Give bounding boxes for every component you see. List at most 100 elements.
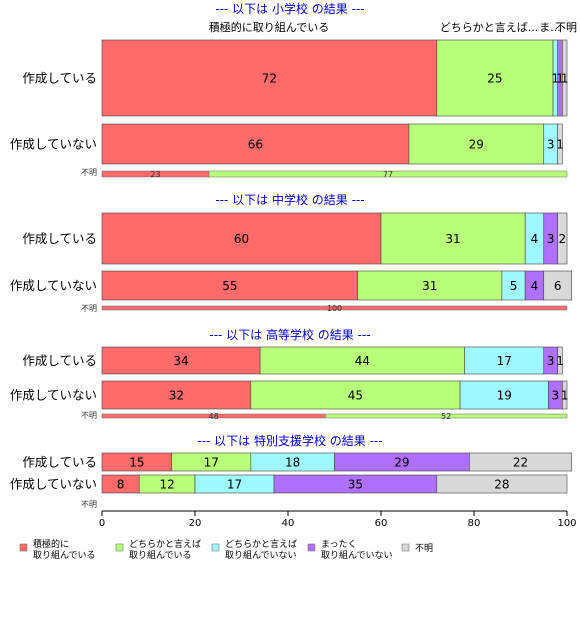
legend-swatch <box>401 543 410 552</box>
data-label: 2 <box>559 232 567 246</box>
data-label: 28 <box>494 478 509 492</box>
data-label: 1 <box>556 138 564 152</box>
data-label: 45 <box>348 389 363 403</box>
bar-segment <box>557 123 563 165</box>
data-label: 3 <box>547 138 555 152</box>
bar-segment <box>101 212 382 265</box>
data-label: 72 <box>262 72 277 86</box>
top-column-label: ま... <box>539 21 561 34</box>
legend-label: どちらかと言えば <box>225 538 297 550</box>
bar-segment <box>380 212 526 265</box>
legend-label: 取り組んでいない <box>225 549 297 561</box>
bar-segment <box>557 212 568 265</box>
category-label: 作成している <box>22 455 97 470</box>
data-label: 1 <box>561 389 569 403</box>
x-tick-label: 40 <box>282 518 295 529</box>
top-column-label: 積極的に取り組んでいる <box>209 20 329 34</box>
category-label: 作成していない <box>10 388 97 403</box>
bar-segment <box>357 270 503 301</box>
bar-segment <box>101 123 410 165</box>
legend-label: 取り組んでいない <box>321 549 393 561</box>
data-label: 4 <box>531 279 539 293</box>
panel-title: --- 以下は 特別支援学校 の結果 --- <box>197 433 382 448</box>
data-label: 1 <box>552 72 560 86</box>
bar-segment <box>436 474 568 494</box>
data-label: 8 <box>117 478 125 492</box>
bar-segment <box>543 270 572 301</box>
unknown-data-label: 52 <box>441 412 451 421</box>
data-label: 3 <box>547 354 555 368</box>
data-label: 66 <box>248 138 263 152</box>
category-label: 作成していない <box>10 278 97 293</box>
data-label: 3 <box>547 232 555 246</box>
bar-segment <box>562 380 568 410</box>
data-label: 44 <box>355 354 370 368</box>
legend-swatch <box>307 543 316 552</box>
legend-swatch <box>115 543 124 552</box>
data-label: 55 <box>222 279 237 293</box>
data-label: 29 <box>469 138 484 152</box>
bar-segment <box>459 380 549 410</box>
unknown-label: 不明 <box>81 168 97 177</box>
x-tick-label: 100 <box>557 518 576 529</box>
unknown-bar-segment <box>208 170 568 178</box>
category-label: 作成している <box>22 231 97 246</box>
legend-label: 取り組んでいる <box>33 549 96 561</box>
category-label: 作成していない <box>10 137 97 152</box>
x-tick-label: 60 <box>375 518 388 529</box>
panel-title: --- 以下は 高等学校 の結果 --- <box>209 327 370 342</box>
data-label: 17 <box>227 478 242 492</box>
bar-segment <box>250 380 461 410</box>
bar-segment <box>469 452 572 472</box>
bar-segment <box>101 346 261 375</box>
data-label: 17 <box>497 354 512 368</box>
data-label: 22 <box>513 456 528 470</box>
legend-label: まったく <box>321 539 357 550</box>
data-label: 34 <box>173 354 188 368</box>
data-label: 32 <box>169 389 184 403</box>
data-label: 1 <box>556 354 564 368</box>
bar-segment <box>408 123 545 165</box>
top-column-label: どちらかと言えば... <box>440 21 539 34</box>
legend-swatch <box>19 543 28 552</box>
data-label: 31 <box>445 232 460 246</box>
unknown-label: 不明 <box>81 500 97 509</box>
data-label: 35 <box>348 478 363 492</box>
data-label: 5 <box>510 279 518 293</box>
data-label: 1 <box>561 72 569 86</box>
bar-segment <box>464 346 545 375</box>
legend-label: どちらかと言えば <box>129 538 201 550</box>
data-label: 3 <box>552 389 560 403</box>
panel-title: --- 以下は 小学校 の結果 --- <box>215 1 364 16</box>
data-label: 60 <box>234 232 249 246</box>
unknown-data-label: 48 <box>209 412 219 421</box>
bar-segment <box>562 39 568 117</box>
unknown-bar-segment <box>324 413 568 419</box>
data-label: 15 <box>129 456 144 470</box>
legend-label: 取り組んでいる <box>129 549 192 561</box>
unknown-label: 不明 <box>81 411 97 420</box>
legend-label: 不明 <box>415 543 433 554</box>
bar-segment <box>436 39 554 117</box>
category-label: 作成している <box>22 353 97 368</box>
data-label: 31 <box>422 279 437 293</box>
bar-segment <box>259 346 466 375</box>
category-label: 作成していない <box>10 477 97 492</box>
data-label: 12 <box>159 478 174 492</box>
data-label: 17 <box>204 456 219 470</box>
panel-title: --- 以下は 中学校 の結果 --- <box>215 192 364 207</box>
data-label: 4 <box>531 232 539 246</box>
data-label: 1 <box>556 72 564 86</box>
unknown-label: 不明 <box>81 304 97 313</box>
top-column-label: 不明 <box>555 21 577 34</box>
data-label: 29 <box>394 456 409 470</box>
data-label: 19 <box>497 389 512 403</box>
unknown-bar-segment <box>101 305 568 311</box>
bar-segment <box>557 346 563 375</box>
bar-segment <box>101 270 359 301</box>
x-tick-label: 0 <box>99 518 105 529</box>
legend-label: 積極的に <box>33 538 69 550</box>
unknown-data-label: 100 <box>327 304 342 313</box>
